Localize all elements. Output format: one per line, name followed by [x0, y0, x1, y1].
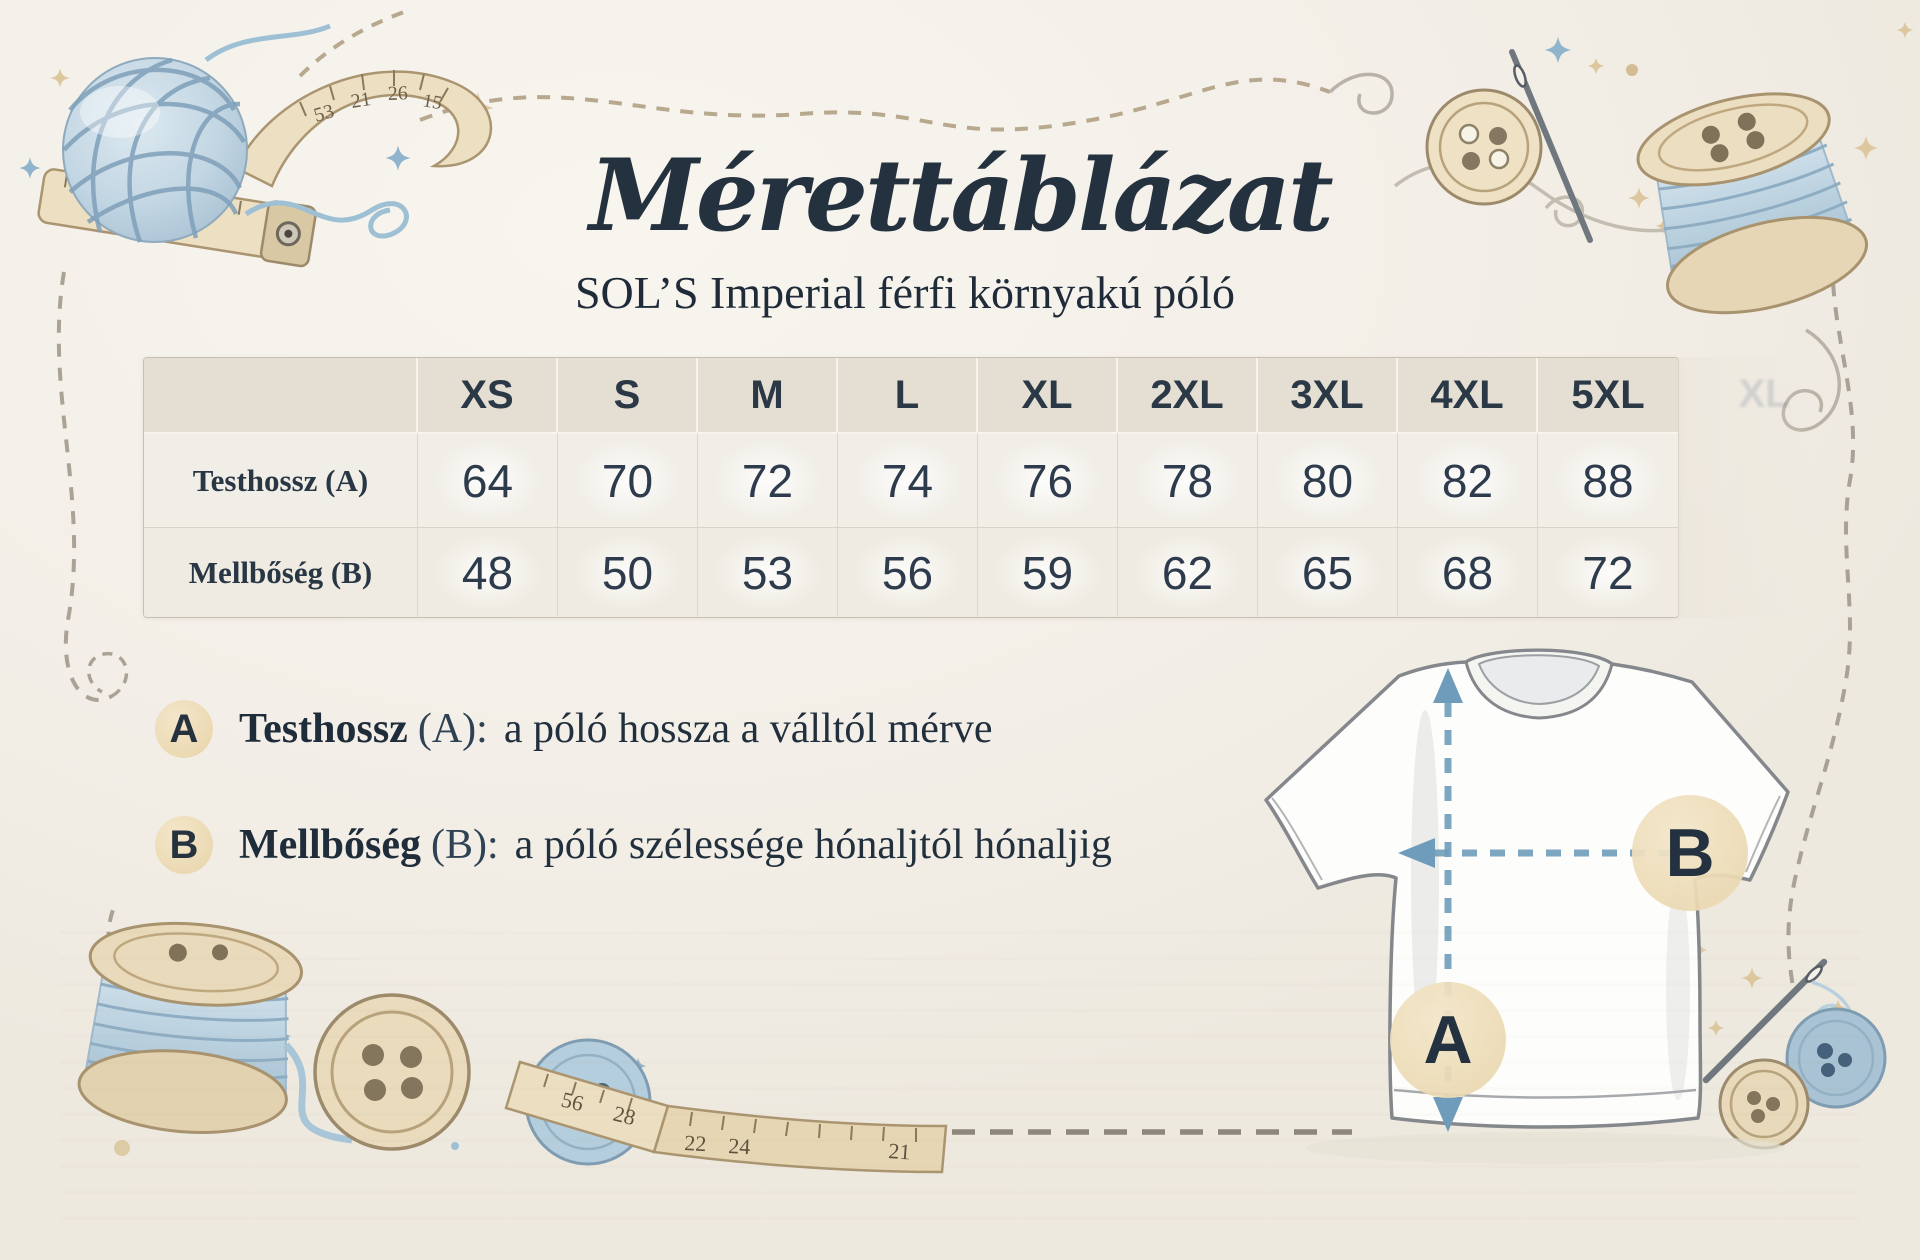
size-column-header: L — [838, 358, 978, 432]
legend-suffix: (B): — [430, 822, 499, 868]
size-cell: 80 — [1258, 432, 1398, 527]
legend-description: a póló szélessége hónaljtól hónaljig — [514, 822, 1112, 868]
row-label-mellboseg: Mellbőség (B) — [144, 527, 418, 617]
size-column-header: M — [698, 358, 838, 432]
size-cell: 50 — [558, 527, 698, 617]
ghost-column-label: XL — [1738, 371, 1790, 416]
legend-badge-b: B — [155, 816, 213, 874]
size-cell: 53 — [698, 527, 838, 617]
size-cell: 56 — [838, 527, 978, 617]
size-cell: 78 — [1118, 432, 1258, 527]
legend-item-a: A Testhossz (A): a póló hossza a válltól m… — [155, 700, 993, 758]
size-cell: 74 — [838, 432, 978, 527]
thread-spool-illustration — [1393, 49, 1869, 432]
size-cell: 65 — [1258, 527, 1398, 617]
tape-number: 15 — [421, 90, 443, 114]
legend-term: Testhossz — [239, 706, 408, 752]
size-cell: 76 — [978, 432, 1118, 527]
size-cell: 68 — [1398, 527, 1538, 617]
size-cell: 88 — [1538, 432, 1678, 527]
size-cell: 62 — [1118, 527, 1258, 617]
diagram-badge-a: A — [1390, 982, 1506, 1098]
paper-texture — [60, 920, 1860, 1220]
page-subtitle: SOL’S Imperial férfi környakú póló — [574, 267, 1236, 318]
button-icon — [313, 993, 471, 1151]
legend-term: Mellbőség — [239, 822, 421, 868]
size-cell: 48 — [418, 527, 558, 617]
tape-number: 21 — [888, 1138, 912, 1164]
legend-text-a: Testhossz (A): a póló hossza a válltól mér… — [239, 705, 993, 753]
tape-number: 21 — [349, 88, 372, 113]
measure-arrow-horizontal — [1398, 838, 1692, 868]
size-column-header: 2XL — [1118, 358, 1258, 432]
sparkle-icons — [19, 21, 1914, 1156]
size-column-header: 4XL — [1398, 358, 1538, 432]
tape-number: 24 — [728, 1133, 751, 1159]
size-table-corner-cell — [144, 358, 418, 432]
size-cell: 70 — [558, 432, 698, 527]
measuring-tape-ribbon: 56 28 22 24 21 — [504, 1060, 948, 1174]
needle-icon — [1509, 49, 1593, 243]
legend-item-b: B Mellbőség (B): a póló szélessége hónaljt… — [155, 816, 1112, 874]
size-cell: 72 — [698, 432, 838, 527]
page-title: Mérettáblázat — [589, 138, 1333, 254]
size-column-header: XL — [978, 358, 1118, 432]
size-table: XS S M L XL 2XL 3XL 4XL 5XL Testhossz (A… — [143, 357, 1679, 618]
size-cell: 64 — [418, 432, 558, 527]
legend-text-b: Mellbőség (B): a póló szélessége hónaljtól… — [239, 821, 1112, 869]
size-column-header: 5XL — [1538, 358, 1678, 432]
measure-arrow-vertical — [1433, 668, 1463, 1132]
tshirt-illustration — [1264, 648, 1790, 1164]
button-icon — [1785, 1007, 1887, 1109]
size-column-header: 3XL — [1258, 358, 1398, 432]
sewing-notions-illustration: 56 28 22 24 21 — [77, 921, 948, 1174]
tape-number: 26 — [387, 82, 408, 105]
size-cell: 59 — [978, 527, 1118, 617]
size-table-ghost-column: XL — [1678, 357, 1850, 618]
size-column-header: S — [558, 358, 698, 432]
yarn-ball-illustration: 53 21 26 15 46 — [37, 23, 493, 268]
spool-of-thread-icon — [1636, 92, 1869, 315]
tape-number: 22 — [684, 1130, 707, 1156]
size-cell: 82 — [1398, 432, 1538, 527]
legend-suffix: (A): — [417, 706, 488, 752]
legend-description: a póló hossza a válltól mérve — [503, 706, 993, 752]
row-label-testhossz: Testhossz (A) — [144, 432, 418, 527]
legend-badge-a: A — [155, 700, 213, 758]
size-cell: 72 — [1538, 527, 1678, 617]
size-column-header: XS — [418, 358, 558, 432]
button-icon — [1425, 88, 1543, 206]
diagram-badge-b: B — [1632, 795, 1748, 911]
